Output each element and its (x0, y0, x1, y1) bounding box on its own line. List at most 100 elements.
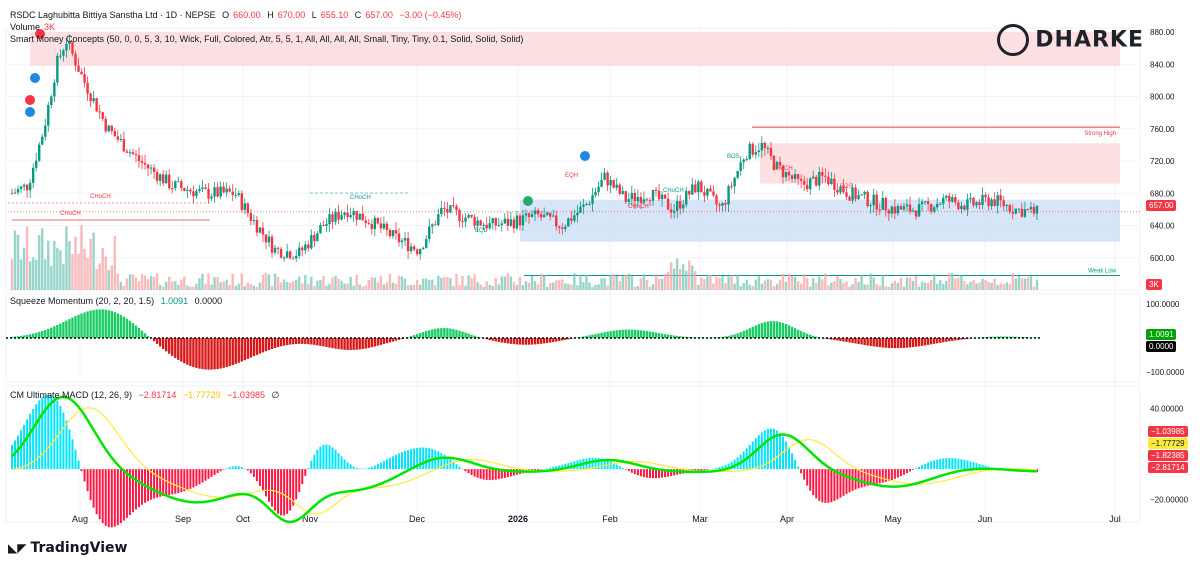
candle-body (122, 138, 126, 152)
volume-bar (422, 278, 425, 290)
volume-bar (984, 280, 987, 290)
squeeze-bar (59, 323, 62, 338)
squeeze-bar (255, 338, 259, 355)
volume-bar (83, 248, 86, 290)
squeeze-bar (691, 337, 694, 338)
volume-bar (905, 277, 909, 290)
volume-bar (71, 253, 74, 290)
volume-bar (527, 282, 531, 290)
volume-bar (660, 278, 664, 290)
macd-hist-bar (373, 465, 376, 470)
squeeze-bar (881, 338, 884, 348)
candle-body (869, 205, 872, 207)
candle-body (1032, 206, 1036, 214)
macd-hist-bar (706, 469, 709, 470)
squeeze-bar (893, 338, 897, 349)
squeeze-bar (533, 338, 537, 345)
macd-hist-bar (98, 469, 101, 520)
candle-body (101, 112, 104, 119)
squeeze-bar (110, 311, 113, 338)
candle-body (685, 190, 688, 205)
macd-hist-bar (174, 469, 177, 494)
squeeze-bar (285, 338, 289, 346)
candle-body (270, 236, 274, 253)
volume-bar (512, 282, 516, 290)
candle-body (917, 204, 921, 217)
macd-hist-bar (258, 469, 261, 486)
macd-hist-bar (107, 469, 110, 528)
volume-bar (545, 286, 549, 290)
candle-body (264, 234, 268, 243)
candle-body (651, 189, 655, 201)
candle-body (799, 178, 803, 181)
macd-hist-bar (760, 432, 763, 470)
squeeze-bar (542, 338, 546, 344)
candle-body (588, 203, 591, 205)
macd-hist-bar (857, 469, 860, 489)
volume-bar (231, 274, 234, 290)
close-value: 657.00 (365, 10, 393, 20)
volume-bar (440, 277, 443, 290)
macd-hist-bar (878, 469, 881, 484)
squeeze-bar (86, 311, 89, 338)
squeeze-bar (16, 336, 20, 338)
squeeze-bar (712, 337, 715, 338)
volume-bar (171, 281, 174, 290)
candle-body (606, 172, 609, 186)
volume-bar (406, 285, 410, 290)
volume-bar (201, 273, 204, 290)
candle-body (409, 246, 413, 252)
squeeze-bar (204, 338, 207, 370)
volume-bar (415, 280, 419, 290)
candle-body (19, 186, 23, 189)
candle-body (301, 247, 304, 251)
volume-bar (506, 273, 510, 290)
squeeze-bar (860, 338, 863, 345)
volume-bar (754, 279, 757, 290)
volume-bar (258, 282, 262, 290)
squeeze-bar (845, 338, 848, 342)
volume-bar (969, 281, 972, 290)
candle-body (905, 204, 909, 207)
volume-bar (122, 286, 126, 290)
candle-body (373, 217, 377, 230)
macd-hist-bar (32, 408, 35, 470)
candle-body (225, 188, 228, 193)
signal-dot (523, 196, 533, 206)
macd-hist-bar (603, 459, 606, 470)
squeeze-bar (146, 335, 150, 338)
candle-body (388, 229, 392, 237)
candle-body (222, 186, 225, 193)
candle-body (585, 204, 588, 206)
candle-body (282, 257, 286, 259)
volume-bar (845, 281, 848, 290)
squeeze-bar (760, 323, 764, 338)
volume-bar (597, 284, 600, 290)
x-tick-label: 2026 (508, 514, 528, 524)
volume-bar (467, 275, 470, 290)
macd-hist-bar (301, 469, 304, 485)
squeeze-bar (376, 338, 380, 346)
candle-body (709, 188, 712, 192)
candle-body (207, 188, 210, 199)
volume-bar (830, 282, 833, 290)
macd-hist-bar (340, 456, 343, 470)
candle-body (446, 208, 449, 213)
volume-bar (763, 280, 767, 290)
candle-body (624, 191, 627, 202)
squeeze-bar (107, 310, 110, 338)
candle-body (77, 65, 80, 72)
squeeze-bar (343, 338, 346, 350)
volume-bar (367, 280, 370, 290)
macd-hist-bar (92, 469, 95, 508)
squeeze-bar (56, 324, 59, 338)
volume-bar (288, 282, 292, 290)
macd-hist-bar (534, 469, 537, 471)
macd-hist-bar (153, 469, 156, 499)
volume-bar (325, 285, 328, 290)
candle-body (724, 202, 727, 205)
candle-body (128, 152, 132, 154)
macd-hist-bar (334, 450, 337, 470)
candle-body (1008, 204, 1011, 212)
